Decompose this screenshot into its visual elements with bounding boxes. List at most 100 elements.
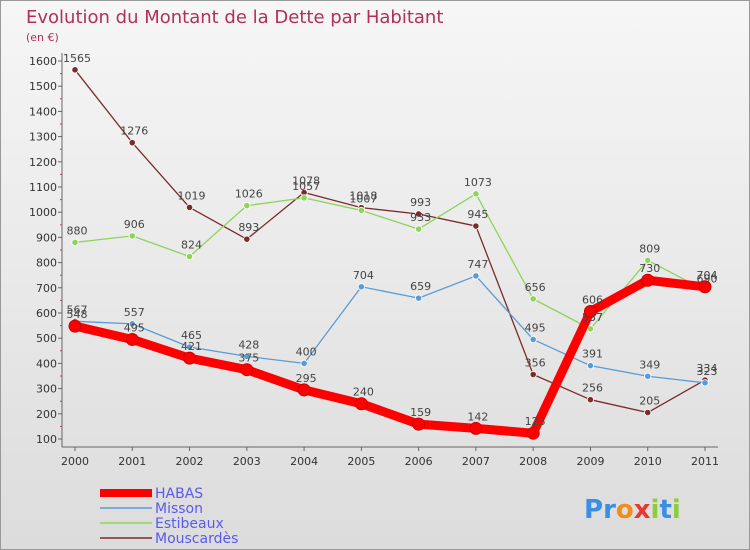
data-label-habas: 375 <box>238 352 259 365</box>
data-label-mouscardes: 893 <box>238 221 259 234</box>
data-label-misson: 323 <box>697 365 718 378</box>
chart-title: Evolution du Montant de la Dette par Hab… <box>26 7 443 28</box>
data-point-misson <box>300 359 308 367</box>
x-tick-label: 2001 <box>118 455 146 468</box>
data-label-habas: 421 <box>181 340 202 353</box>
data-label-habas: 142 <box>467 410 488 423</box>
data-label-mouscardes: 334 <box>697 362 718 375</box>
data-label-mouscardes: 256 <box>582 382 603 395</box>
data-label-estibeaux: 656 <box>525 281 546 294</box>
y-tick-label: 1100 <box>29 181 57 194</box>
data-point-misson <box>243 352 251 360</box>
series-line-misson <box>74 275 706 384</box>
data-label-estibeaux: 1026 <box>235 188 263 201</box>
data-point-estibeaux <box>472 190 480 198</box>
y-tick-label: 1500 <box>29 80 57 93</box>
data-point-estibeaux <box>71 238 79 247</box>
logo-letter: i <box>672 495 681 525</box>
data-point-habas <box>125 332 139 346</box>
data-label-habas: 730 <box>639 262 660 275</box>
data-label-habas: 123 <box>525 415 546 428</box>
data-label-misson: 704 <box>353 269 374 282</box>
series-habas <box>68 273 712 440</box>
data-point-estibeaux <box>243 202 251 210</box>
data-label-mouscardes: 945 <box>467 208 488 221</box>
data-point-misson <box>472 272 480 280</box>
logo-letter: o <box>616 495 634 525</box>
x-tick-label: 2004 <box>290 455 318 468</box>
data-point-misson <box>586 362 595 370</box>
data-point-habas <box>297 383 311 397</box>
data-point-misson <box>415 294 423 302</box>
data-point-mouscardes <box>586 396 595 404</box>
data-label-estibeaux: 1057 <box>292 180 320 193</box>
data-point-misson <box>644 372 652 380</box>
x-tick-label: 2008 <box>519 455 547 468</box>
data-label-mouscardes: 993 <box>410 196 431 209</box>
data-point-mouscardes <box>128 139 136 147</box>
x-tick-label: 2002 <box>176 455 204 468</box>
data-point-habas <box>183 351 197 365</box>
data-point-misson <box>128 320 136 328</box>
y-tick-label: 300 <box>36 383 57 396</box>
series-line-habas <box>70 275 710 438</box>
data-point-estibeaux <box>185 252 194 261</box>
data-label-estibeaux: 1007 <box>349 192 377 205</box>
logo-letter: r <box>603 495 616 525</box>
x-tick-label: 2005 <box>347 455 375 468</box>
x-tick-label: 2011 <box>691 455 719 468</box>
data-label-estibeaux: 906 <box>124 218 145 231</box>
x-tick-label: 2003 <box>233 455 261 468</box>
data-label-estibeaux: 933 <box>410 211 431 224</box>
data-point-estibeaux <box>415 225 423 233</box>
data-point-mouscardes <box>415 210 423 218</box>
data-point-estibeaux <box>586 325 595 333</box>
legend-label-habas: HABAS <box>155 486 203 502</box>
data-point-estibeaux <box>644 256 652 264</box>
series-line-estibeaux <box>74 193 706 330</box>
data-point-habas <box>698 280 712 294</box>
data-label-mouscardes: 205 <box>639 395 660 408</box>
legend-label-misson: Misson <box>155 501 203 517</box>
data-label-estibeaux: 1073 <box>464 176 492 189</box>
series-estibeaux <box>71 190 709 333</box>
logo-letter: i <box>651 495 660 525</box>
data-point-mouscardes <box>243 235 251 243</box>
data-point-habas <box>240 363 254 377</box>
data-point-misson <box>357 283 365 291</box>
data-label-habas: 295 <box>296 372 317 385</box>
data-point-habas <box>526 426 540 440</box>
data-label-habas: 704 <box>697 269 718 282</box>
data-label-mouscardes: 1276 <box>120 125 148 138</box>
y-tick-label: 1600 <box>29 55 57 68</box>
data-point-estibeaux <box>357 206 365 215</box>
data-label-misson: 349 <box>639 358 660 371</box>
data-label-misson: 391 <box>582 348 603 361</box>
data-label-habas: 240 <box>353 386 374 399</box>
y-tick-label: 500 <box>36 332 57 345</box>
data-point-estibeaux <box>529 295 537 303</box>
data-label-estibeaux: 690 <box>697 272 718 285</box>
data-point-misson <box>185 343 194 351</box>
x-tick-label: 2009 <box>576 455 604 468</box>
data-point-habas <box>583 304 597 318</box>
data-label-estibeaux: 537 <box>582 311 603 324</box>
data-label-misson: 557 <box>124 306 145 319</box>
data-point-mouscardes <box>185 203 194 212</box>
data-label-misson: 495 <box>525 321 546 334</box>
data-point-habas <box>469 421 483 435</box>
series-misson <box>71 272 709 387</box>
series-line-mouscardes <box>74 69 706 414</box>
y-tick-label: 1000 <box>29 206 57 219</box>
data-label-estibeaux: 880 <box>67 224 88 237</box>
data-label-misson: 747 <box>467 258 488 271</box>
y-tick-label: 1300 <box>29 131 57 144</box>
data-label-misson: 428 <box>238 338 259 351</box>
data-point-mouscardes <box>71 66 79 74</box>
data-label-habas: 606 <box>582 293 603 306</box>
y-tick-label: 600 <box>36 307 57 320</box>
data-label-misson: 400 <box>296 345 317 358</box>
